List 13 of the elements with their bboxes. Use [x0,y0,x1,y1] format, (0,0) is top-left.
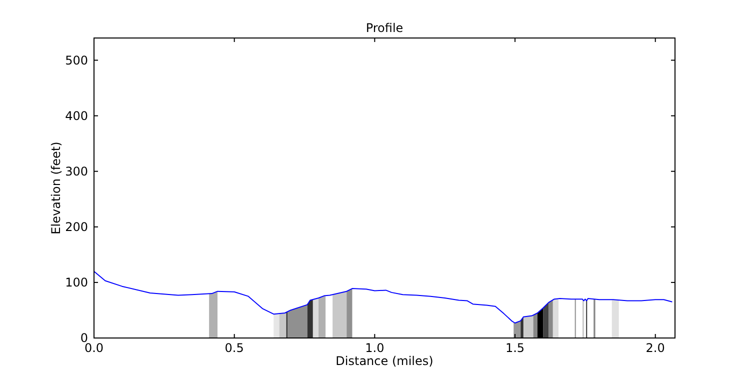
y-tick-label: 500 [65,53,88,68]
y-axis-title: Elevation (feet) [49,142,63,234]
y-tick-label: 100 [65,276,88,290]
x-tick-label: 2.0 [646,341,665,355]
y-tick-label: 300 [65,164,88,179]
x-tick-label: 0.0 [84,341,104,355]
y-tick-label: 400 [65,108,88,123]
x-tick-label: 0.5 [224,341,244,355]
y-tick-label: 200 [65,220,88,234]
x-tick-label: 1.0 [365,341,384,355]
x-tick-label: 1.5 [505,341,525,355]
chart-title: Profile [366,21,404,35]
x-axis-title: Distance (miles) [336,354,434,368]
